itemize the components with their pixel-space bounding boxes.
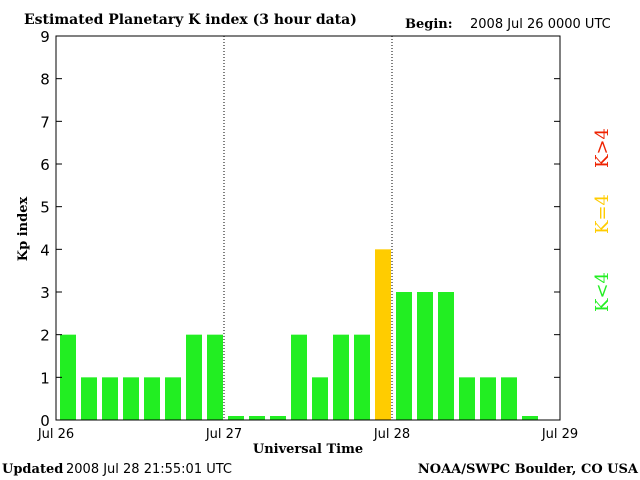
bar	[291, 334, 307, 420]
footer-updated-value: 2008 Jul 28 21:55:01 UTC	[66, 462, 232, 477]
day-gridlines	[223, 36, 393, 420]
plot-frame	[55, 35, 561, 421]
legend: K>4 K=4 K<4	[592, 128, 613, 312]
bar	[417, 292, 433, 420]
bar	[270, 416, 286, 420]
bar	[438, 292, 454, 420]
x-axis-label: Universal Time	[253, 442, 363, 457]
bar	[396, 292, 412, 420]
x-ticks: Jul 26 Jul 27 Jul 28 Jul 29	[37, 427, 578, 442]
bar	[333, 334, 349, 420]
y-tick-label: 3	[40, 284, 50, 302]
bar	[375, 249, 391, 420]
bar	[312, 377, 328, 420]
bar	[81, 377, 97, 420]
y-tick-label: 8	[40, 71, 50, 89]
x-tick-label: Jul 28	[373, 427, 410, 442]
y-tick-label: 7	[40, 113, 50, 131]
y-ticks: 0 1 2 3 4 5 6 7 8 9	[40, 28, 560, 430]
x-tick-label: Jul 26	[37, 427, 74, 442]
bar	[228, 416, 244, 420]
begin-label: Begin:	[405, 17, 453, 32]
bar	[186, 334, 202, 420]
y-tick-label: 6	[40, 156, 50, 174]
bars	[60, 249, 538, 420]
bar	[165, 377, 181, 420]
footer-source: NOAA/SWPC Boulder, CO USA	[418, 462, 639, 477]
chart-title: Estimated Planetary K index (3 hour data…	[24, 12, 357, 28]
legend-item: K<4	[592, 272, 613, 312]
y-axis-label: Kp index	[16, 197, 31, 262]
bar	[354, 334, 370, 420]
y-tick-label: 4	[40, 241, 50, 259]
legend-item: K=4	[592, 194, 613, 234]
legend-item: K>4	[592, 128, 613, 168]
y-tick-label: 5	[40, 199, 50, 217]
bar	[123, 377, 139, 420]
bar	[60, 334, 76, 420]
y-tick-label: 2	[40, 327, 50, 345]
bar	[144, 377, 160, 420]
begin-value: 2008 Jul 26 0000 UTC	[470, 17, 611, 32]
x-tick-label: Jul 29	[541, 427, 578, 442]
bar	[480, 377, 496, 420]
bar	[459, 377, 475, 420]
bar	[522, 416, 538, 420]
bar	[249, 416, 265, 420]
y-tick-label: 0	[40, 412, 50, 430]
y-tick-label: 1	[40, 369, 50, 387]
y-tick-label: 9	[40, 28, 50, 46]
bar	[501, 377, 517, 420]
bar	[207, 334, 223, 420]
x-tick-label: Jul 27	[205, 427, 242, 442]
bar	[102, 377, 118, 420]
footer-updated-label: Updated	[2, 462, 63, 477]
